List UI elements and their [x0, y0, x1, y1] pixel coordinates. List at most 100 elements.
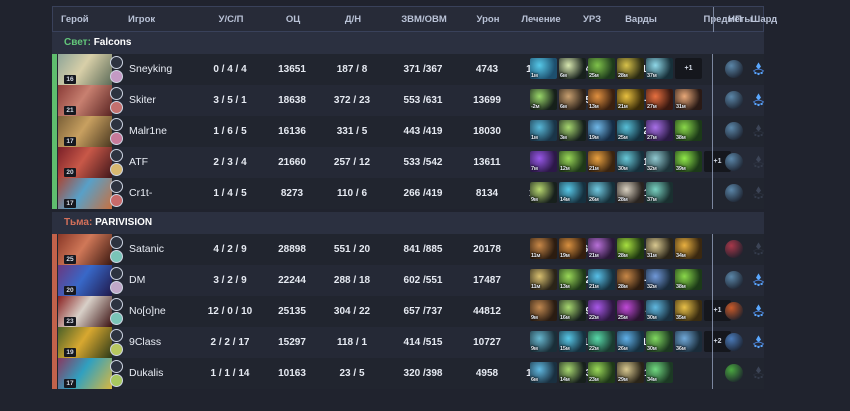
item-slot[interactable]: 26м — [617, 331, 644, 352]
column-header-dn[interactable]: Д/Н — [344, 14, 362, 25]
extra-items-badge[interactable]: +1 — [704, 300, 731, 321]
item-slot[interactable]: 37м — [646, 182, 673, 203]
item-slot[interactable]: 34м — [646, 362, 673, 383]
item-slot[interactable]: 37м — [646, 58, 673, 79]
player-row[interactable]: 20 ATF 2 / 3 / 4 21660 257 / 12 533 /542 13611… — [52, 147, 765, 178]
column-header-kda[interactable]: У/С/П — [218, 14, 244, 25]
aghanims-shard-icon[interactable] — [750, 185, 767, 202]
column-header-urz[interactable]: УРЗ — [582, 14, 602, 25]
item-slot[interactable]: 35м — [675, 300, 702, 321]
item-slot[interactable]: 26м — [588, 182, 615, 203]
aghanims-scepter-icon[interactable] — [725, 271, 743, 289]
aghanims-shard-icon[interactable] — [750, 61, 767, 78]
column-header-items[interactable]: Предметы — [703, 14, 753, 25]
item-slot[interactable]: 28м — [617, 182, 644, 203]
aghanims-shard-icon[interactable] — [750, 92, 767, 109]
player-name[interactable]: DM — [129, 274, 146, 286]
item-slot[interactable]: 15м — [559, 331, 586, 352]
hero-portrait[interactable]: 16 — [58, 54, 112, 85]
item-slot[interactable]: 14м — [559, 362, 586, 383]
player-name[interactable]: Satanic — [129, 243, 165, 255]
item-slot[interactable]: 21м — [588, 151, 615, 172]
player-row[interactable]: 17 Cr1t- 1 / 4 / 5 8273 110 / 6 266 /419 8134 1… — [52, 178, 767, 209]
aghanims-scepter-icon[interactable] — [725, 302, 743, 320]
aghanims-shard-icon[interactable] — [750, 272, 767, 289]
player-row[interactable]: 21 Skiter 3 / 5 / 1 18638 372 / 23 553 /631 13… — [52, 85, 767, 116]
player-name[interactable]: Sneyking — [129, 63, 173, 75]
item-slot[interactable]: 25м — [588, 58, 615, 79]
player-row[interactable]: 17 Malr1ne 1 / 6 / 5 16136 331 / 5 443 /419 18… — [52, 116, 767, 147]
team-name[interactable]: PARIVISION — [95, 217, 153, 228]
item-slot[interactable]: 28м — [617, 58, 644, 79]
item-slot[interactable]: 13м — [588, 89, 615, 110]
extra-items-badge[interactable]: +1 — [675, 58, 702, 79]
column-header-gpmxpm[interactable]: ЗВМ/ОВМ — [401, 14, 447, 25]
player-name[interactable]: 9Class — [129, 336, 162, 348]
item-slot[interactable]: 23м — [588, 362, 615, 383]
aghanims-shard-icon[interactable] — [750, 334, 767, 351]
player-name[interactable]: ATF — [129, 156, 149, 168]
aghanims-scepter-icon[interactable] — [725, 91, 743, 109]
hero-portrait[interactable]: 19 — [58, 327, 112, 358]
hero-portrait[interactable]: 20 — [58, 265, 112, 296]
item-slot[interactable]: 31м — [646, 238, 673, 259]
aghanims-shard-icon[interactable] — [750, 241, 767, 258]
item-slot[interactable]: 9м — [530, 331, 557, 352]
item-slot[interactable]: 39м — [675, 151, 702, 172]
column-header-shard[interactable]: Шард — [750, 14, 778, 25]
player-row[interactable]: 16 Sneyking 0 / 4 / 4 13651 187 / 8 371 /367 4… — [52, 54, 767, 85]
item-slot[interactable]: 11м — [530, 269, 557, 290]
item-slot[interactable]: 32м — [646, 269, 673, 290]
item-slot[interactable]: 9м — [530, 182, 557, 203]
item-slot[interactable]: 16м — [559, 300, 586, 321]
item-slot[interactable]: 21м — [588, 269, 615, 290]
item-slot[interactable]: 36м — [675, 331, 702, 352]
item-slot[interactable]: 7м — [530, 151, 557, 172]
item-slot[interactable]: 28м — [617, 269, 644, 290]
hero-portrait[interactable]: 25 — [58, 234, 112, 265]
aghanims-scepter-icon[interactable] — [725, 333, 743, 351]
item-slot[interactable]: 25м — [617, 120, 644, 141]
item-slot[interactable]: 29м — [617, 362, 644, 383]
column-header-np[interactable]: НП — [728, 14, 742, 25]
hero-portrait[interactable]: 17 — [58, 116, 112, 147]
aghanims-shard-icon[interactable] — [750, 303, 767, 320]
player-name[interactable]: Malr1ne — [129, 125, 167, 137]
item-slot[interactable]: 21м — [617, 89, 644, 110]
item-slot[interactable]: 6м — [530, 362, 557, 383]
item-slot[interactable]: 9м — [530, 300, 557, 321]
aghanims-shard-icon[interactable] — [750, 123, 767, 140]
column-header-player[interactable]: Игрок — [128, 14, 156, 25]
team-name[interactable]: Falcons — [93, 37, 132, 48]
item-slot[interactable]: 30м — [646, 331, 673, 352]
hero-portrait[interactable]: 23 — [58, 296, 112, 327]
column-header-oc[interactable]: ОЦ — [285, 14, 301, 25]
aghanims-scepter-icon[interactable] — [725, 122, 743, 140]
item-slot[interactable]: 30м — [617, 151, 644, 172]
item-slot[interactable]: 1м — [530, 58, 557, 79]
item-slot[interactable]: 6м — [559, 89, 586, 110]
item-slot[interactable]: 12м — [559, 151, 586, 172]
item-slot[interactable]: 22м — [588, 331, 615, 352]
aghanims-scepter-icon[interactable] — [725, 60, 743, 78]
aghanims-scepter-icon[interactable] — [725, 364, 743, 382]
item-slot[interactable]: -2м — [530, 89, 557, 110]
item-slot[interactable]: 34м — [675, 238, 702, 259]
player-row[interactable]: 19 9Class 2 / 2 / 17 15297 118 / 1 414 /515 10… — [52, 327, 767, 358]
aghanims-shard-icon[interactable] — [750, 365, 767, 382]
column-header-hero[interactable]: Герой — [61, 14, 89, 25]
item-slot[interactable]: 11м — [530, 238, 557, 259]
column-header-damage[interactable]: Урон — [476, 14, 500, 25]
extra-items-badge[interactable]: +1 — [704, 151, 731, 172]
item-slot[interactable]: 31м — [675, 89, 702, 110]
item-slot[interactable]: 38м — [675, 120, 702, 141]
player-row[interactable]: 23 No[o]ne 12 / 0 / 10 25135 304 / 22 657 /73… — [52, 296, 767, 327]
hero-portrait[interactable]: 20 — [58, 147, 112, 178]
item-slot[interactable]: 13м — [559, 269, 586, 290]
item-slot[interactable]: 25м — [617, 300, 644, 321]
player-row[interactable]: 17 Dukalis 1 / 1 / 14 10163 23 / 5 320 /398 49… — [52, 358, 767, 389]
hero-portrait[interactable]: 17 — [58, 358, 112, 389]
player-name[interactable]: Skiter — [129, 94, 156, 106]
column-header-wards[interactable]: Варды — [625, 14, 657, 25]
aghanims-scepter-icon[interactable] — [725, 184, 743, 202]
